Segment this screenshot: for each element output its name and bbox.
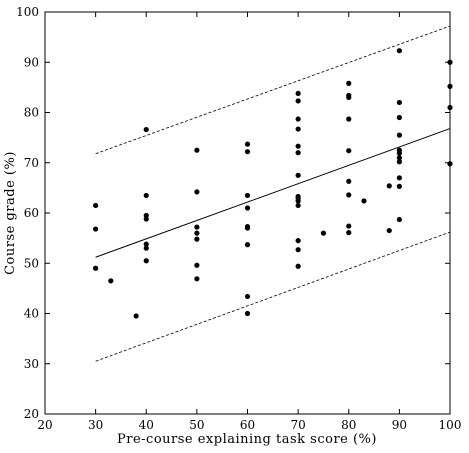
- data-point: [295, 202, 301, 209]
- data-point: [143, 192, 149, 199]
- data-point: [143, 126, 149, 133]
- data-point: [295, 247, 301, 253]
- x-tick-label: 60: [240, 418, 255, 432]
- data-point: [244, 205, 251, 211]
- data-point: [194, 262, 200, 268]
- data-point: [143, 216, 149, 222]
- x-tick-label: 40: [139, 418, 154, 432]
- data-point: [295, 116, 301, 122]
- data-point: [396, 48, 402, 54]
- data-point: [93, 202, 99, 209]
- x-tick-label: 20: [37, 418, 52, 432]
- data-point: [143, 258, 149, 264]
- data-point: [194, 230, 200, 236]
- y-axis-label: Course grade (%): [3, 151, 18, 275]
- y-tick-label: 90: [24, 55, 39, 69]
- y-tick-label: 30: [24, 357, 39, 371]
- x-tick-label: 50: [189, 418, 204, 432]
- data-point: [396, 159, 402, 165]
- x-tick-label: 90: [392, 418, 407, 432]
- ticks-layer: 20 30 40 50 60 70 80 90 100 20 30 40 50 60 70 80 90 100: [16, 5, 461, 432]
- y-tick-label: 70: [24, 156, 39, 170]
- data-point: [93, 265, 99, 271]
- data-point: [295, 90, 301, 97]
- data-point: [396, 150, 402, 156]
- data-point: [295, 143, 301, 149]
- data-point: [396, 99, 402, 106]
- data-point: [194, 224, 200, 230]
- data-point: [194, 236, 200, 242]
- x-tick-label: 100: [439, 418, 462, 432]
- data-point: [295, 263, 301, 269]
- data-point: [295, 198, 301, 204]
- x-axis-label: Pre-course explaining task score (%): [117, 432, 377, 447]
- data-point: [108, 278, 114, 284]
- data-point: [396, 114, 402, 121]
- data-point: [361, 198, 367, 204]
- data-point: [346, 178, 352, 184]
- data-point: [346, 148, 352, 154]
- y-tick-label: 40: [24, 307, 39, 321]
- data-point: [346, 80, 352, 86]
- data-point: [244, 310, 251, 317]
- data-point: [244, 141, 251, 147]
- data-point: [386, 183, 392, 189]
- lines-layer: [95, 25, 451, 362]
- y-tick-label: 100: [16, 5, 39, 19]
- data-point: [244, 225, 251, 231]
- data-point: [194, 147, 200, 153]
- data-point: [244, 149, 251, 155]
- data-point: [295, 98, 301, 104]
- data-point: [295, 126, 301, 132]
- data-point: [396, 183, 402, 189]
- data-point: [143, 245, 149, 251]
- y-tick-label: 80: [24, 106, 39, 120]
- data-point: [346, 229, 352, 236]
- data-point: [346, 94, 352, 101]
- data-point: [244, 242, 251, 248]
- data-point: [386, 227, 392, 234]
- data-point: [244, 293, 251, 300]
- fit-line-line: [95, 128, 451, 258]
- data-point: [295, 150, 301, 156]
- data-point: [396, 155, 402, 161]
- data-point: [346, 192, 352, 198]
- data-point: [396, 216, 402, 223]
- lower-bound-line: [95, 231, 451, 362]
- data-point: [295, 172, 301, 178]
- y-tick-label: 20: [24, 407, 39, 421]
- data-point: [396, 132, 402, 138]
- data-point: [133, 313, 139, 319]
- x-tick-label: 80: [341, 418, 356, 432]
- data-point: [194, 276, 200, 282]
- data-point: [346, 116, 352, 122]
- y-tick-label: 60: [24, 206, 39, 220]
- data-point: [244, 192, 251, 199]
- data-point: [143, 241, 149, 247]
- data-point: [295, 238, 301, 244]
- upper-bound-line: [95, 25, 451, 155]
- data-point: [93, 226, 99, 232]
- points-layer: [93, 48, 453, 319]
- data-point: [396, 175, 402, 181]
- plot-area-background: [45, 12, 450, 414]
- y-tick-label: 50: [24, 256, 39, 270]
- data-point: [346, 223, 352, 229]
- data-point: [320, 230, 327, 236]
- data-point: [194, 189, 200, 195]
- x-tick-label: 30: [88, 418, 103, 432]
- x-tick-label: 70: [290, 418, 305, 432]
